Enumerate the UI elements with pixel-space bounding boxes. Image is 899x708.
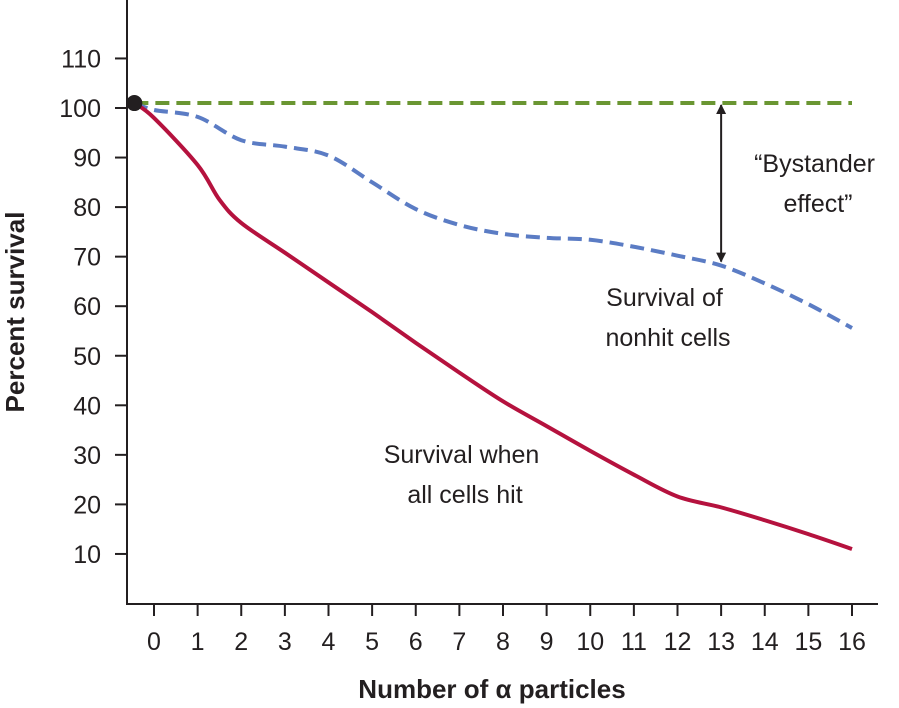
all-cells-hit-curve <box>133 101 853 551</box>
y-tick-label-60: 60 <box>73 293 101 321</box>
x-tick-label-1: 1 <box>191 628 205 656</box>
y-tick-label-100: 100 <box>59 95 101 123</box>
nonhit-cells-label-line2: nonhit cells <box>605 324 730 352</box>
y-axis-title: Percent survival <box>0 212 30 413</box>
x-axis-title: Number of α particles <box>358 674 625 704</box>
y-tick-label-10: 10 <box>73 541 101 569</box>
start-point-marker <box>126 95 143 112</box>
y-tick-label-50: 50 <box>73 343 101 371</box>
y-tick-label-70: 70 <box>73 244 101 272</box>
y-tick-label-40: 40 <box>73 392 101 420</box>
y-tick-label-110: 110 <box>61 45 101 73</box>
series-layer <box>133 101 853 551</box>
y-tick-label-80: 80 <box>73 194 101 222</box>
nonhit-cells-label-line1: Survival of <box>606 284 723 312</box>
x-tick-label-0: 0 <box>147 628 161 656</box>
x-tick-label-11: 11 <box>621 628 647 656</box>
x-tick-label-2: 2 <box>234 628 248 656</box>
bystander-effect-label: “Bystander effect” <box>754 150 882 218</box>
bystander-effect-label-line1: “Bystander <box>754 150 875 178</box>
x-tick-label-6: 6 <box>409 628 423 656</box>
x-tick-label-7: 7 <box>452 628 466 656</box>
all-cells-hit-label-line1: Survival when <box>384 441 540 469</box>
x-tick-label-4: 4 <box>322 628 336 656</box>
nonhit-cells-curve <box>133 101 853 330</box>
y-axis-ticks: 10 20 30 40 50 60 70 80 90 100 110 <box>59 45 127 569</box>
all-cells-hit-label-line2: all cells hit <box>407 481 522 509</box>
x-tick-label-3: 3 <box>278 628 292 656</box>
bystander-effect-label-line2: effect” <box>783 190 852 218</box>
x-tick-label-15: 15 <box>794 628 822 656</box>
x-tick-label-16: 16 <box>838 628 866 656</box>
x-tick-label-5: 5 <box>365 628 379 656</box>
y-tick-label-20: 20 <box>73 491 101 519</box>
y-tick-label-30: 30 <box>73 442 101 470</box>
all-cells-hit-label: Survival when all cells hit <box>384 441 547 509</box>
nonhit-cells-label: Survival of nonhit cells <box>605 284 730 352</box>
x-tick-label-14: 14 <box>751 628 779 656</box>
x-tick-label-8: 8 <box>496 628 510 656</box>
x-tick-label-10: 10 <box>576 628 604 656</box>
x-tick-label-12: 12 <box>664 628 692 656</box>
x-tick-label-13: 13 <box>707 628 735 656</box>
y-tick-label-90: 90 <box>73 145 101 173</box>
x-axis-ticks: 0 1 2 3 4 5 6 7 8 9 10 11 12 13 14 15 16 <box>147 604 866 656</box>
x-tick-label-9: 9 <box>540 628 554 656</box>
